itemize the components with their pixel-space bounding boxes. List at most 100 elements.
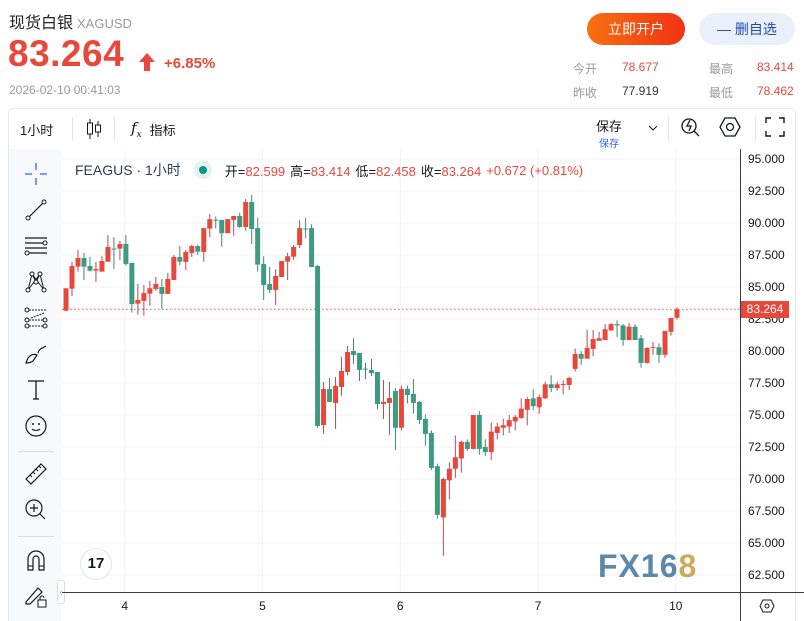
- low-key: 低=: [355, 163, 377, 179]
- indicators-button[interactable]: fx 指标: [131, 110, 176, 148]
- candle-body: [255, 228, 261, 265]
- candle-body: [626, 326, 632, 340]
- candle-body: [117, 243, 123, 249]
- axis-settings-icon[interactable]: [759, 598, 775, 614]
- candle-body: [363, 368, 368, 370]
- pattern-icon[interactable]: [24, 270, 48, 294]
- tradingview-logo[interactable]: 17: [80, 548, 112, 580]
- candle-body: [440, 479, 446, 518]
- price-tick: 72.500: [748, 440, 785, 454]
- candle-body: [135, 299, 141, 304]
- fx-icon: fx: [131, 118, 142, 140]
- candle-body: [530, 398, 536, 407]
- horizontal-lines-icon[interactable]: [24, 234, 48, 258]
- low-value: 78.462: [757, 84, 794, 98]
- candle-body: [602, 329, 608, 340]
- candle-body: [548, 384, 554, 389]
- candle-body: [225, 219, 231, 234]
- price-axis-border: [740, 149, 741, 621]
- candle-body: [380, 401, 386, 404]
- trend-line-icon[interactable]: [24, 198, 48, 222]
- candle-type-icon[interactable]: [85, 118, 103, 140]
- candle-body: [662, 330, 668, 355]
- candle-body: [614, 324, 620, 326]
- text-icon[interactable]: [24, 378, 48, 402]
- candle-body: [237, 215, 243, 227]
- chevron-down-icon[interactable]: [648, 124, 658, 132]
- candle-body: [213, 219, 219, 221]
- candle-body: [141, 293, 147, 301]
- candle-body: [476, 415, 482, 449]
- high-label: 最高: [709, 62, 734, 76]
- candle-body: [129, 262, 135, 305]
- remove-watchlist-button[interactable]: — 删自选: [699, 13, 795, 45]
- candle-body: [165, 278, 171, 294]
- candle-body: [620, 325, 626, 340]
- candle-body: [351, 351, 357, 355]
- candle-body: [303, 228, 309, 230]
- time-axis-border: [62, 592, 804, 593]
- candle-body: [482, 447, 488, 453]
- quick-search-icon[interactable]: [680, 116, 702, 138]
- timestamp: 2026-02-10 00:41:03: [9, 83, 121, 97]
- fib-icon[interactable]: [24, 306, 48, 330]
- candle-body: [273, 275, 279, 290]
- candle-body: [650, 346, 656, 348]
- candle-body: [75, 257, 81, 267]
- time-tick: 5: [259, 599, 266, 613]
- lock-drawings-icon[interactable]: [24, 584, 48, 608]
- emoji-icon[interactable]: [24, 414, 48, 438]
- current-price: 83.264: [8, 33, 125, 74]
- chart-card: [8, 108, 796, 621]
- open-account-button[interactable]: 立即开户: [587, 13, 685, 45]
- open-label: 今开: [573, 62, 598, 76]
- price-tick: 90.000: [748, 216, 785, 230]
- candle-body: [434, 466, 440, 515]
- candle-body: [315, 266, 321, 427]
- open-value: 78.677: [622, 60, 659, 74]
- candle-body: [578, 353, 584, 359]
- price-tick: 85.000: [748, 280, 785, 294]
- price-tick: 70.000: [748, 472, 785, 486]
- candle-body: [644, 347, 650, 363]
- candle-body: [153, 283, 159, 289]
- candle-body: [674, 309, 680, 318]
- interval-button[interactable]: 1小时: [20, 122, 54, 138]
- indicators-label: 指标: [149, 122, 176, 138]
- candle-body: [219, 219, 225, 234]
- candle-body: [416, 401, 422, 420]
- price-tick: 87.500: [748, 248, 785, 262]
- magnet-icon[interactable]: [24, 548, 48, 572]
- candle-body: [386, 397, 392, 403]
- candle-body: [542, 384, 548, 399]
- price-tick: 92.500: [748, 184, 785, 198]
- price-tick: 67.500: [748, 504, 785, 518]
- price-tick: 65.000: [748, 536, 785, 550]
- candlestick-chart[interactable]: [62, 149, 740, 592]
- candle-body: [183, 251, 189, 262]
- candle-body: [410, 393, 416, 403]
- prev-close-value: 77.919: [622, 84, 659, 98]
- ruler-icon[interactable]: [24, 462, 48, 486]
- settings-icon[interactable]: [718, 116, 742, 138]
- candle-body: [584, 347, 590, 359]
- candle-body: [345, 352, 351, 372]
- save-button[interactable]: 保存 保存: [596, 116, 622, 150]
- zoom-in-icon[interactable]: [24, 498, 48, 522]
- candle-body: [189, 246, 195, 253]
- candle-body: [458, 441, 464, 459]
- candle-body: [524, 399, 530, 410]
- chart-legend: FEAGUS · 1小时 开=82.599 高=83.414 低=82.458 …: [75, 160, 583, 180]
- fullscreen-icon[interactable]: [765, 117, 785, 137]
- candle-body: [566, 377, 572, 385]
- candle-body: [392, 390, 398, 428]
- status-dot-icon: [193, 161, 212, 179]
- last-price-label: 83.264: [741, 301, 789, 318]
- fx168-watermark: FX168: [598, 548, 698, 584]
- prev-close-label: 昨收: [573, 86, 598, 100]
- brush-icon[interactable]: [24, 342, 48, 366]
- candle-body: [333, 385, 339, 403]
- crosshair-icon[interactable]: [24, 162, 48, 186]
- price-tick: 77.500: [748, 376, 785, 390]
- candle-body: [177, 256, 183, 262]
